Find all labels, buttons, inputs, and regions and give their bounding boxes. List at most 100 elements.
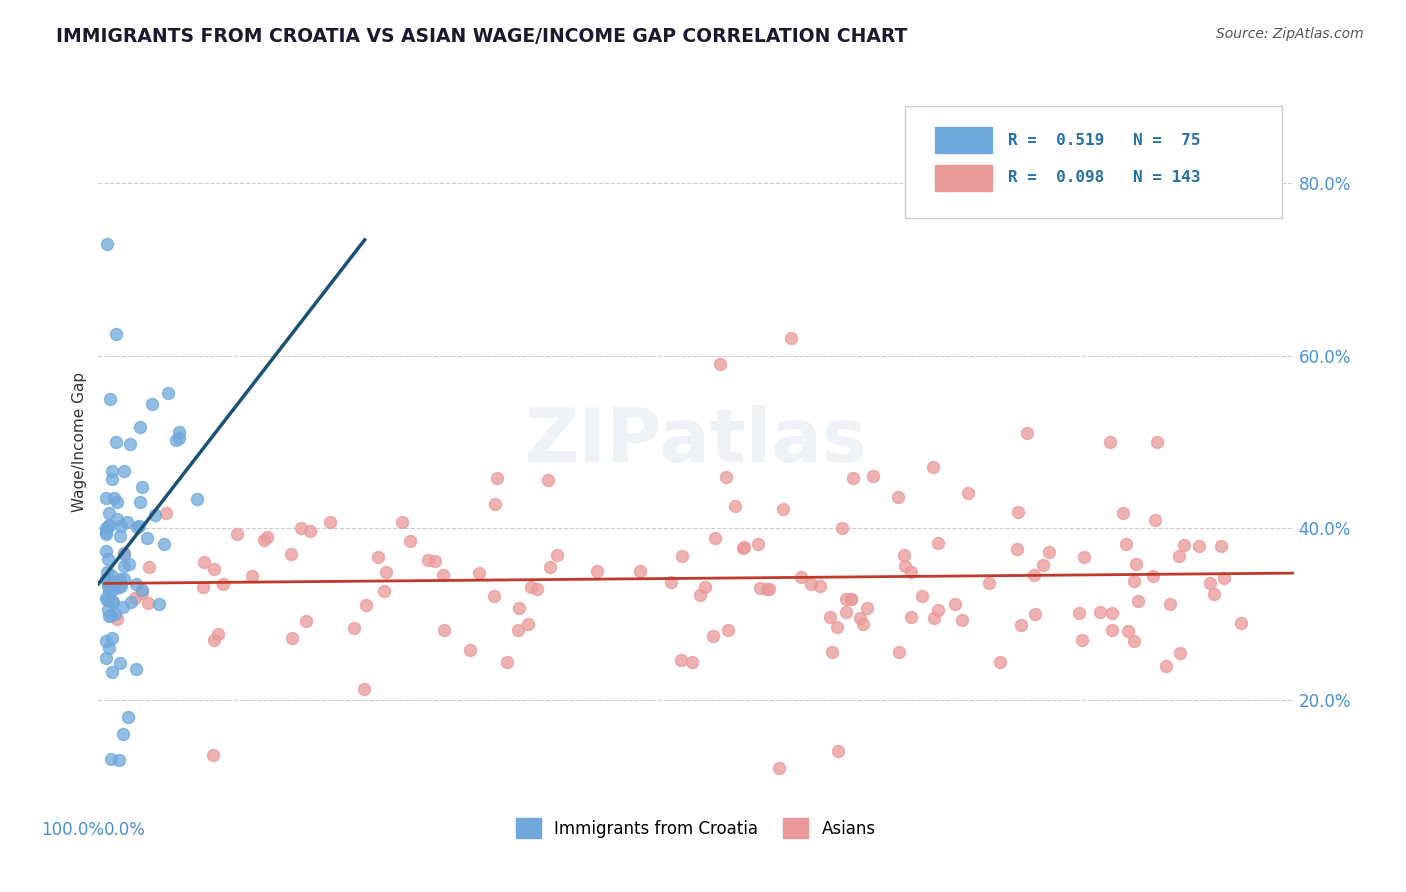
Point — [538, 559, 561, 574]
Point — [100, 665, 122, 679]
Point — [112, 727, 135, 741]
Point — [693, 580, 716, 594]
Point — [1143, 513, 1166, 527]
Point — [105, 326, 128, 341]
Point — [1142, 569, 1164, 583]
Point — [240, 569, 263, 583]
Point — [433, 623, 456, 637]
Point — [101, 472, 124, 486]
Point — [105, 495, 128, 509]
Point — [98, 519, 121, 533]
Point — [125, 577, 148, 591]
Point — [193, 555, 215, 569]
Point — [911, 589, 934, 603]
Point — [681, 656, 703, 670]
Text: R =  0.098   N = 143: R = 0.098 N = 143 — [1008, 170, 1201, 186]
Point — [1073, 549, 1095, 564]
Point — [1022, 568, 1045, 582]
Point — [900, 610, 922, 624]
Point — [772, 501, 794, 516]
Text: 100.0%: 100.0% — [41, 822, 104, 839]
Point — [112, 600, 135, 615]
Point — [131, 586, 153, 600]
Point — [375, 565, 398, 579]
Point — [125, 662, 148, 676]
Y-axis label: Wage/Income Gap: Wage/Income Gap — [72, 371, 87, 512]
Point — [1101, 624, 1123, 638]
Text: ZIPatlas: ZIPatlas — [524, 405, 868, 478]
Point — [391, 516, 413, 530]
Point — [112, 545, 135, 559]
Point — [1159, 597, 1181, 611]
Point — [1146, 434, 1168, 449]
Point — [1115, 536, 1137, 550]
Point — [138, 560, 160, 574]
Point — [167, 431, 190, 445]
Point — [186, 492, 208, 507]
Point — [319, 515, 342, 529]
Point — [1010, 617, 1032, 632]
Point — [103, 491, 125, 506]
Point — [1099, 434, 1122, 449]
Point — [155, 506, 177, 520]
Point — [103, 582, 125, 596]
Point — [101, 593, 124, 607]
Point — [96, 593, 118, 607]
Point — [165, 433, 187, 447]
Point — [827, 744, 849, 758]
Point — [717, 624, 740, 638]
Point — [202, 747, 225, 762]
Point — [835, 592, 858, 607]
Point — [108, 656, 131, 670]
Point — [423, 554, 446, 568]
Point — [298, 524, 321, 538]
Point — [486, 471, 509, 485]
Point — [689, 588, 711, 602]
Point — [855, 600, 877, 615]
Point — [225, 527, 247, 541]
Point — [1126, 594, 1149, 608]
Point — [800, 577, 823, 591]
Point — [921, 460, 943, 475]
Point — [101, 574, 124, 589]
Point — [120, 595, 142, 609]
Point — [97, 584, 120, 599]
FancyBboxPatch shape — [905, 105, 1282, 218]
Point — [96, 579, 118, 593]
Point — [118, 558, 141, 572]
Point — [354, 598, 377, 612]
Point — [432, 568, 454, 582]
Point — [112, 559, 135, 574]
Point — [98, 640, 121, 655]
Point — [1173, 538, 1195, 552]
Point — [104, 607, 127, 621]
Point — [900, 565, 922, 579]
Point — [108, 572, 131, 586]
Point — [153, 537, 176, 551]
Point — [1005, 542, 1028, 557]
Point — [659, 574, 682, 589]
Point — [628, 564, 651, 578]
Point — [98, 392, 121, 406]
Point — [98, 608, 121, 623]
Point — [105, 612, 128, 626]
Point — [202, 632, 225, 647]
Point — [671, 549, 693, 564]
Point — [893, 549, 915, 563]
Point — [950, 613, 973, 627]
Point — [290, 521, 312, 535]
Point — [468, 566, 491, 581]
Point — [1188, 539, 1211, 553]
Point — [110, 579, 132, 593]
Point — [519, 580, 541, 594]
Point — [818, 609, 841, 624]
Point — [96, 236, 118, 251]
Point — [94, 543, 117, 558]
Point — [1125, 557, 1147, 571]
Point — [1024, 607, 1046, 621]
Point — [1088, 605, 1111, 619]
Point — [779, 331, 801, 345]
Point — [253, 533, 276, 548]
Point — [1112, 507, 1135, 521]
Point — [110, 519, 132, 533]
